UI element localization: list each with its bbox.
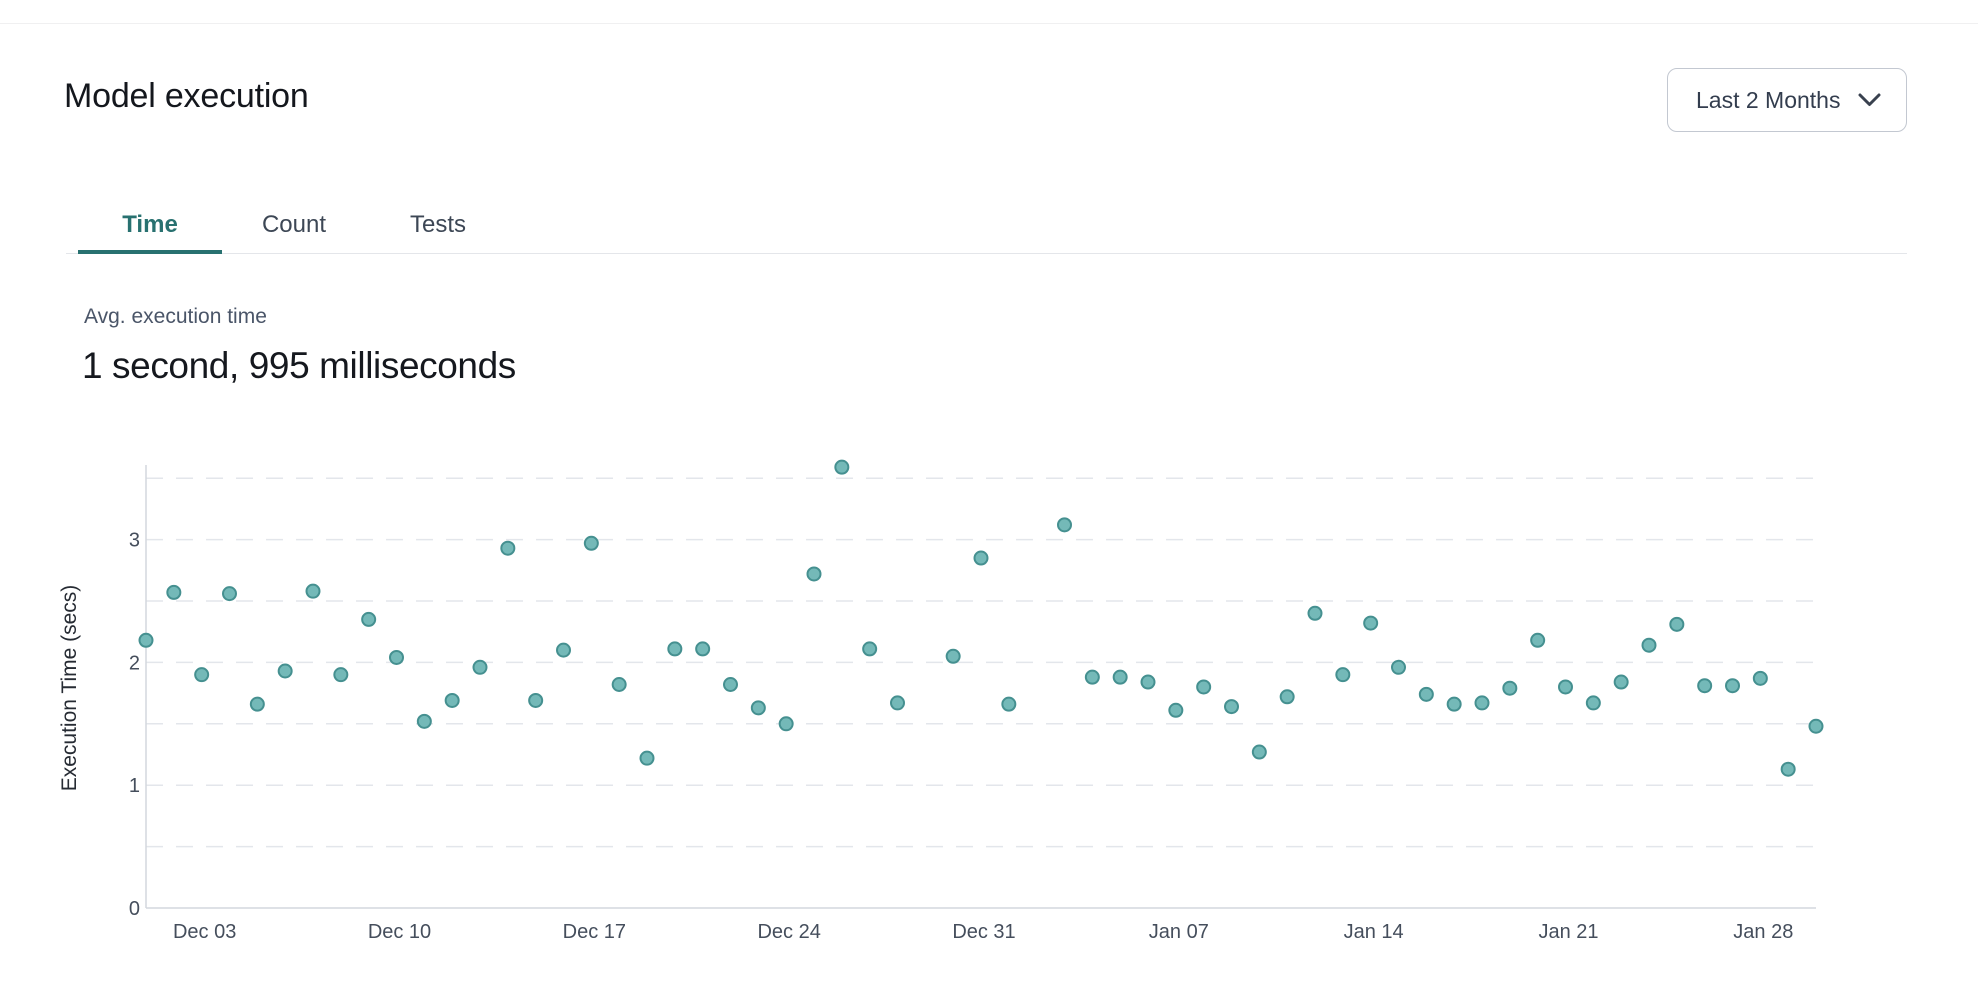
- x-tick-label: Jan 14: [1344, 921, 1404, 943]
- data-point[interactable]: [1613, 674, 1629, 690]
- data-point[interactable]: [556, 642, 571, 658]
- data-point[interactable]: [138, 632, 154, 648]
- data-point[interactable]: [1418, 686, 1434, 702]
- data-point[interactable]: [1001, 696, 1017, 712]
- time-range-value: Last 2 Months: [1696, 86, 1841, 113]
- data-point[interactable]: [750, 700, 766, 716]
- data-point[interactable]: [222, 586, 237, 602]
- avg-execution-time-label: Avg. execution time: [84, 305, 267, 328]
- x-tick-label: Dec 17: [563, 921, 626, 943]
- x-tick-label: Jan 21: [1538, 921, 1598, 943]
- data-point[interactable]: [1474, 695, 1490, 711]
- time-range-dropdown[interactable]: Last 2 Months: [1667, 68, 1907, 132]
- data-point[interactable]: [973, 550, 989, 566]
- tab-tests[interactable]: Tests: [366, 197, 510, 253]
- data-point[interactable]: [583, 535, 599, 551]
- data-point[interactable]: [862, 641, 878, 657]
- data-point[interactable]: [1335, 667, 1351, 683]
- data-point[interactable]: [1446, 696, 1462, 712]
- data-point[interactable]: [667, 641, 683, 657]
- data-point[interactable]: [1752, 670, 1768, 686]
- data-point[interactable]: [639, 750, 655, 766]
- data-point[interactable]: [1780, 761, 1796, 777]
- tab-bar: Time Count Tests: [66, 197, 1907, 254]
- data-point[interactable]: [1196, 679, 1212, 695]
- data-point[interactable]: [1140, 674, 1156, 690]
- data-point[interactable]: [389, 649, 404, 665]
- data-point[interactable]: [194, 667, 210, 683]
- data-point[interactable]: [1112, 669, 1128, 685]
- data-point[interactable]: [361, 611, 377, 627]
- data-point[interactable]: [1558, 679, 1573, 695]
- data-point[interactable]: [1502, 680, 1518, 696]
- data-point[interactable]: [890, 695, 905, 711]
- data-point[interactable]: [1585, 695, 1601, 711]
- chevron-down-icon: [1858, 93, 1881, 106]
- data-point[interactable]: [500, 540, 516, 556]
- data-point[interactable]: [305, 583, 321, 599]
- data-point[interactable]: [277, 663, 293, 679]
- data-point[interactable]: [1391, 659, 1406, 675]
- y-tick-label: 3: [129, 530, 140, 552]
- x-tick-label: Jan 07: [1149, 921, 1209, 943]
- execution-time-scatter: 0 1 2 3 Dec 03 Dec 10 Dec 17 Dec 24 Dec 31 Jan 07…: [58, 459, 1824, 943]
- data-point[interactable]: [472, 659, 488, 675]
- data-point[interactable]: [1697, 678, 1713, 694]
- data-point[interactable]: [1530, 632, 1546, 648]
- top-divider: [0, 23, 1978, 24]
- x-tick-label: Jan 28: [1733, 921, 1793, 943]
- tab-count[interactable]: Count: [222, 197, 366, 253]
- tab-time-label: Time: [122, 211, 178, 238]
- y-tick-label: 0: [129, 898, 140, 920]
- data-point[interactable]: [166, 584, 182, 600]
- y-tick-label: 1: [129, 775, 140, 797]
- data-point[interactable]: [1251, 744, 1267, 760]
- data-point[interactable]: [1168, 702, 1184, 718]
- data-point[interactable]: [528, 692, 544, 708]
- x-tick-label: Dec 24: [757, 921, 820, 943]
- data-point[interactable]: [1224, 699, 1239, 715]
- data-point[interactable]: [1808, 718, 1824, 734]
- data-point[interactable]: [1084, 669, 1100, 685]
- x-tick-label: Dec 03: [173, 921, 236, 943]
- data-point[interactable]: [249, 696, 265, 712]
- tab-time[interactable]: Time: [78, 197, 222, 254]
- data-point[interactable]: [1307, 605, 1323, 621]
- tab-tests-label: Tests: [409, 211, 466, 238]
- data-point[interactable]: [1363, 615, 1379, 631]
- data-point[interactable]: [834, 459, 850, 475]
- data-point[interactable]: [1279, 689, 1295, 705]
- tab-count-label: Count: [261, 211, 327, 238]
- data-point[interactable]: [416, 713, 432, 729]
- avg-execution-time-value: 1 second, 995 milliseconds: [82, 345, 516, 386]
- y-axis-title: Execution Time (secs): [58, 585, 81, 792]
- data-point[interactable]: [1641, 637, 1657, 653]
- data-point[interactable]: [695, 641, 711, 657]
- y-tick-label: 2: [129, 652, 140, 674]
- data-point[interactable]: [1725, 678, 1740, 694]
- data-point[interactable]: [333, 667, 349, 683]
- data-point[interactable]: [1057, 517, 1072, 533]
- data-point[interactable]: [611, 677, 627, 693]
- page-title: Model execution: [64, 77, 309, 115]
- x-tick-label: Dec 31: [952, 921, 1015, 943]
- data-point[interactable]: [444, 692, 460, 708]
- data-point[interactable]: [945, 648, 961, 664]
- data-point[interactable]: [806, 566, 822, 582]
- data-point[interactable]: [723, 677, 738, 693]
- data-point[interactable]: [1669, 616, 1685, 632]
- x-tick-label: Dec 10: [368, 921, 431, 943]
- data-point[interactable]: [778, 716, 794, 732]
